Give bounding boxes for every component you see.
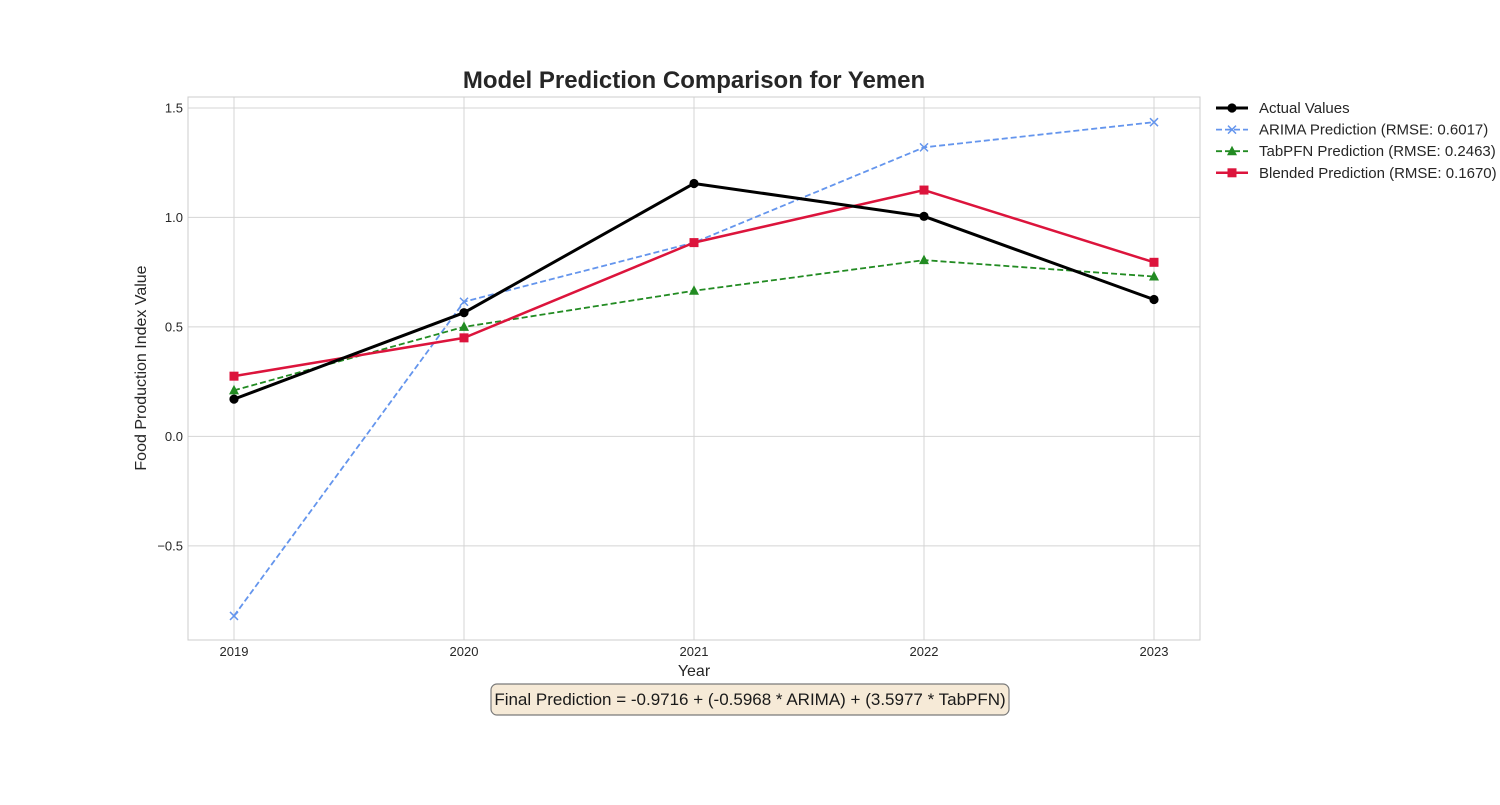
legend-marker: [1227, 168, 1237, 178]
legend-label: ARIMA Prediction (RMSE: 0.6017): [1259, 122, 1488, 139]
series-2: [229, 254, 1159, 395]
data-point: [1149, 294, 1159, 305]
legend: Actual Values ARIMA Prediction (RMSE: 0.6…: [1216, 100, 1497, 182]
series-layer: [229, 117, 1159, 621]
x-tick-label: 2021: [680, 644, 709, 659]
legend-label: Actual Values: [1259, 100, 1350, 117]
chart-title: Model Prediction Comparison for Yemen: [463, 67, 925, 94]
data-point: [919, 254, 929, 265]
legend-marker: [1227, 145, 1237, 156]
data-point: [689, 178, 699, 189]
legend-label: Blended Prediction (RMSE: 0.1670): [1259, 165, 1497, 182]
legend-item: Blended Prediction (RMSE: 0.1670): [1216, 165, 1497, 182]
legend-item: ARIMA Prediction (RMSE: 0.6017): [1216, 122, 1488, 139]
data-point: [229, 384, 239, 395]
x-tick-label: 2023: [1140, 644, 1169, 659]
legend-item: TabPFN Prediction (RMSE: 0.2463): [1216, 143, 1496, 160]
y-axis-label: Food Production Index Value: [133, 265, 150, 470]
data-point: [1149, 257, 1159, 267]
x-tick-label: 2019: [220, 644, 249, 659]
data-point: [689, 238, 699, 248]
series-0: [229, 178, 1159, 404]
formula-annotation: Final Prediction = -0.9716 + (-0.5968 * …: [490, 683, 1010, 716]
plot-frame: [187, 96, 1201, 641]
data-point: [919, 211, 929, 221]
data-point: [459, 333, 469, 343]
legend-marker: [1227, 103, 1237, 113]
y-tick-label: −0.5: [157, 538, 183, 553]
y-tick-label: 1.5: [165, 100, 183, 115]
data-point: [229, 611, 239, 621]
data-point: [689, 285, 699, 295]
y-tick-label: 0.0: [165, 429, 183, 444]
x-tick-label: 2022: [910, 644, 939, 659]
formula-box: [490, 683, 1010, 716]
data-point: [919, 142, 929, 152]
tick-labels: 2019 2020 2021 2022 2023 1.5 1.0 0.5 0.0 −0.5: [157, 100, 1168, 659]
series-3: [229, 185, 1159, 381]
data-point: [1149, 117, 1159, 127]
formula-text: Final Prediction = -0.9716 + (-0.5968 * …: [494, 690, 1005, 709]
data-point: [459, 321, 469, 331]
legend-label: TabPFN Prediction (RMSE: 0.2463): [1259, 143, 1496, 160]
legend-item: Actual Values: [1216, 100, 1350, 117]
data-point: [1149, 271, 1159, 281]
data-point: [919, 185, 929, 195]
data-point: [229, 394, 239, 404]
x-axis-label: Year: [678, 663, 711, 680]
y-tick-label: 0.5: [165, 319, 183, 334]
legend-marker: [1227, 125, 1237, 135]
data-point: [459, 297, 469, 307]
data-point: [459, 308, 469, 318]
x-tick-label: 2020: [450, 644, 479, 659]
data-point: [229, 371, 239, 381]
y-tick-label: 1.0: [165, 210, 183, 225]
